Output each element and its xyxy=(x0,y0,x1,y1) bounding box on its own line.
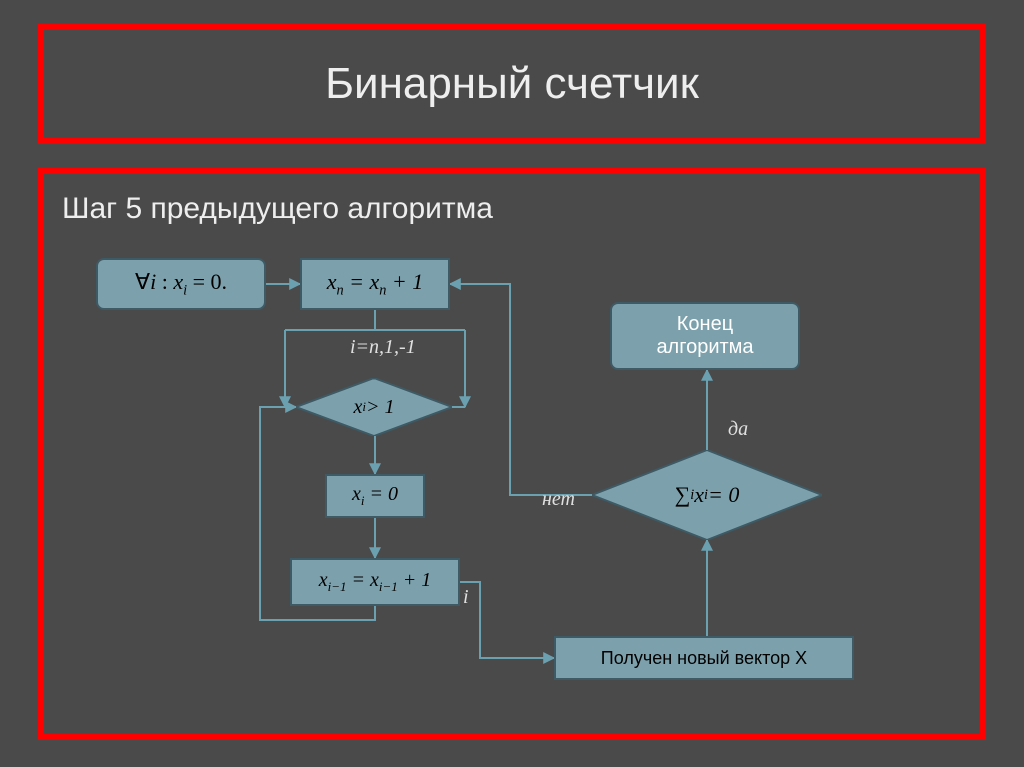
node-init: ∀i : xi = 0. xyxy=(96,258,266,310)
subtitle-text: Шаг 5 предыдущего алгоритма xyxy=(62,192,493,226)
node-set0: xi = 0 xyxy=(325,474,425,518)
title-text: Бинарный счетчик xyxy=(325,59,699,109)
node-incn-label: xn = xn + 1 xyxy=(327,269,424,299)
node-end: Конецалгоритма xyxy=(610,302,800,370)
label-loop: i=n,1,-1 xyxy=(350,336,416,359)
label-no: нет xyxy=(542,488,575,511)
node-cond_sum-label: ∑i xi = 0 xyxy=(592,450,822,540)
node-newvec-label: Получен новый вектор X xyxy=(601,648,807,669)
slide-canvas: Бинарный счетчик Шаг 5 предыдущего алгори… xyxy=(0,0,1024,767)
label-yes: да xyxy=(728,418,748,441)
label-loopvar: i xyxy=(463,586,469,609)
node-incprev: xi−1 = xi−1 + 1 xyxy=(290,558,460,606)
node-incn: xn = xn + 1 xyxy=(300,258,450,310)
node-cond_sum: ∑i xi = 0 xyxy=(592,450,822,540)
node-cond_xi-label: xi > 1 xyxy=(296,378,452,436)
node-newvec: Получен новый вектор X xyxy=(554,636,854,680)
node-cond_xi: xi > 1 xyxy=(296,378,452,436)
node-set0-label: xi = 0 xyxy=(352,483,398,509)
node-init-label: ∀i : xi = 0. xyxy=(135,269,227,299)
node-end-label: Конецалгоритма xyxy=(656,313,753,359)
node-incprev-label: xi−1 = xi−1 + 1 xyxy=(319,569,432,595)
